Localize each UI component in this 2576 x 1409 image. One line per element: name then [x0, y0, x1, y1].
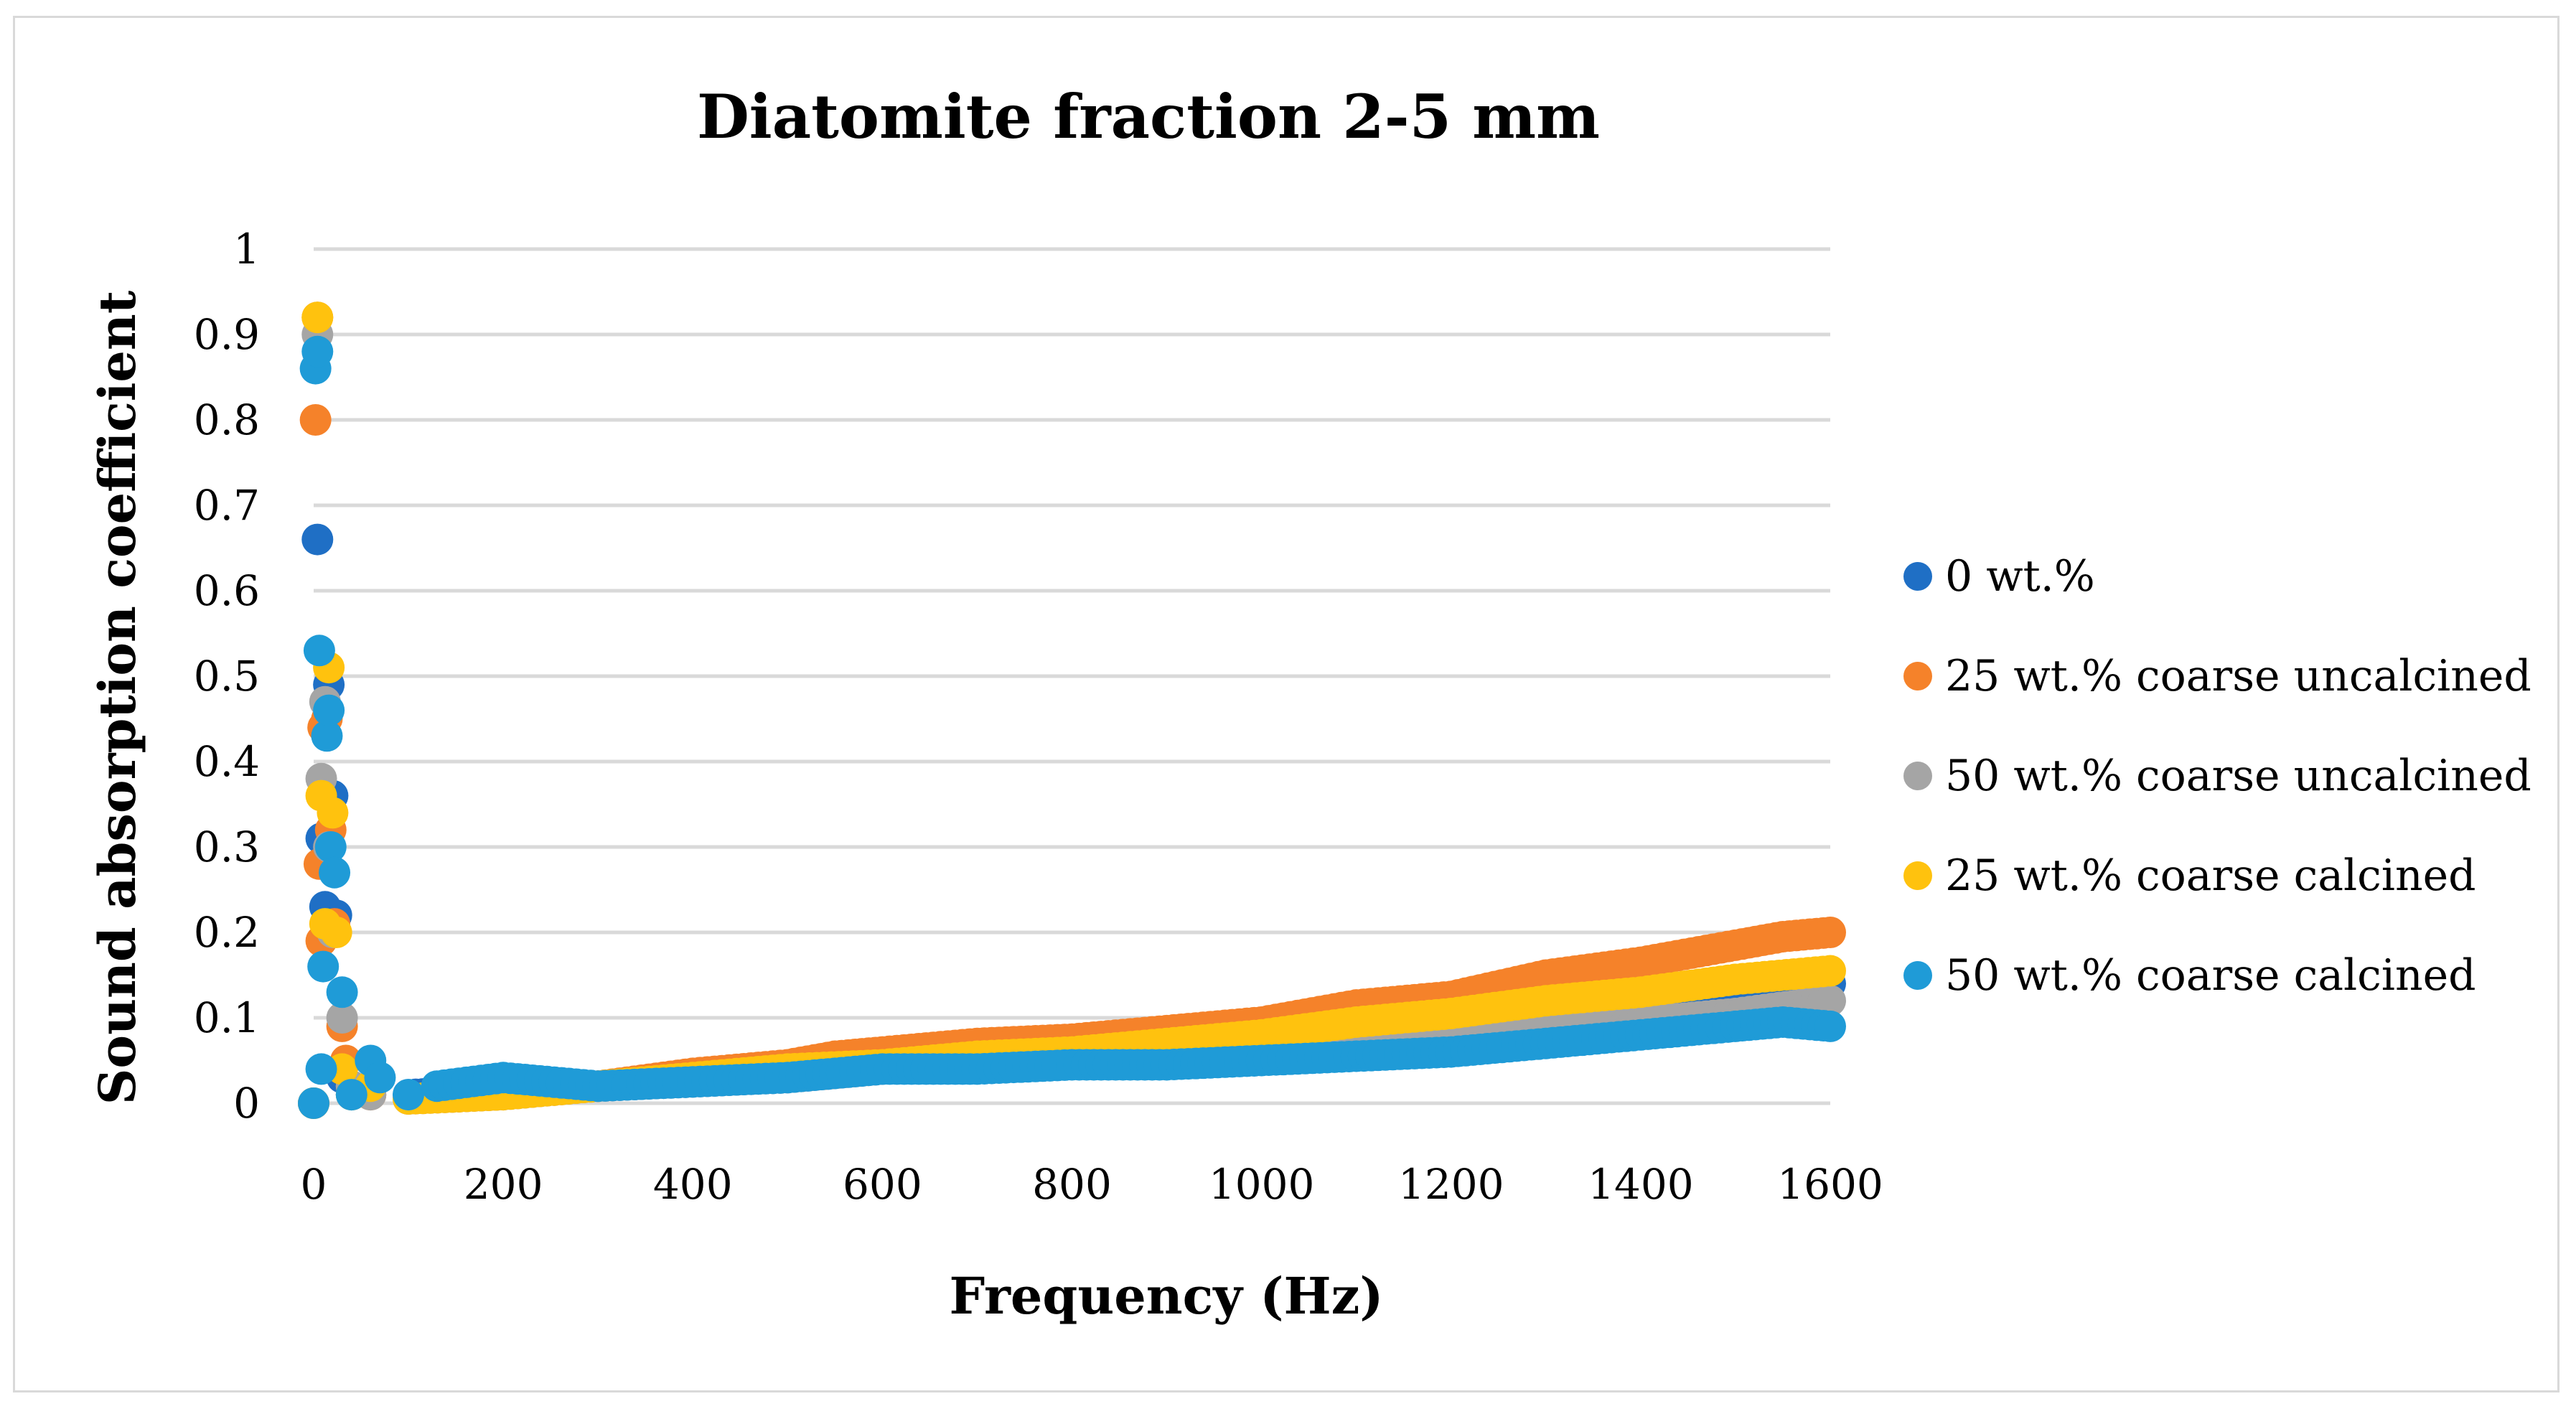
- x-axis-label: Frequency (Hz): [950, 1266, 1384, 1326]
- data-point: [364, 1062, 396, 1094]
- data-point: [335, 1079, 367, 1111]
- y-axis-ticks: 0 0.1 0.2 0.3 0.4 0.5 0.6 0.7 0.8 0.9 1: [194, 225, 260, 1128]
- y-tick-label: 0.2: [194, 908, 260, 957]
- legend-marker-icon: [1903, 762, 1932, 790]
- data-point: [1814, 1010, 1846, 1042]
- data-point: [299, 404, 332, 436]
- legend: 0 wt.% 25 wt.% coarse uncalcined 50 wt.% c…: [1903, 551, 2531, 1001]
- data-point: [1814, 917, 1846, 948]
- series-4: [298, 301, 1846, 1119]
- x-tick-label: 600: [843, 1160, 922, 1209]
- legend-label: 50 wt.% coarse calcined: [1945, 950, 2476, 1001]
- legend-label: 0 wt.%: [1945, 551, 2095, 601]
- legend-item: 50 wt.% coarse uncalcined: [1903, 751, 2531, 801]
- x-tick-label: 1600: [1777, 1160, 1883, 1209]
- y-tick-label: 0.9: [194, 310, 260, 359]
- data-point: [311, 720, 343, 752]
- legend-item: 25 wt.% coarse uncalcined: [1903, 651, 2531, 701]
- y-tick-label: 0.3: [194, 823, 260, 871]
- data-series: [298, 301, 1846, 1119]
- y-axis-label: Sound absorption coefficient: [88, 291, 147, 1105]
- data-point: [1814, 955, 1846, 987]
- data-point: [301, 335, 334, 368]
- legend-marker-icon: [1903, 961, 1932, 990]
- x-tick-label: 400: [653, 1160, 733, 1209]
- x-tick-label: 1400: [1588, 1160, 1694, 1209]
- data-point: [320, 917, 352, 948]
- data-point: [301, 523, 334, 556]
- legend-item: 50 wt.% coarse calcined: [1903, 950, 2476, 1001]
- chart-frame: [13, 16, 2559, 1392]
- data-point: [317, 797, 349, 829]
- series-5: [298, 335, 1846, 1119]
- data-point: [326, 1002, 358, 1034]
- legend-label: 50 wt.% coarse uncalcined: [1945, 751, 2531, 801]
- legend-marker-icon: [1903, 662, 1932, 691]
- legend-label: 25 wt.% coarse calcined: [1945, 851, 2476, 901]
- legend-marker-icon: [1903, 861, 1932, 890]
- y-tick-label: 0.8: [194, 395, 260, 444]
- y-tick-label: 1: [233, 225, 260, 273]
- data-point: [1814, 985, 1846, 1017]
- data-point: [301, 301, 334, 334]
- legend-item: 0 wt.%: [1903, 551, 2095, 601]
- x-tick-label: 800: [1032, 1160, 1112, 1209]
- data-point: [305, 1053, 337, 1085]
- x-tick-label: 1000: [1209, 1160, 1315, 1209]
- data-point: [313, 694, 345, 726]
- x-axis-ticks: 0 200 400 600 800 1000 1200 1400 1600: [301, 1160, 1883, 1209]
- data-point: [319, 856, 351, 889]
- y-tick-label: 0.5: [194, 652, 260, 701]
- legend-marker-icon: [1903, 562, 1932, 591]
- y-tick-label: 0.1: [194, 993, 260, 1042]
- y-tick-label: 0.6: [194, 566, 260, 615]
- data-point: [326, 976, 358, 1008]
- y-tick-label: 0.7: [194, 481, 260, 530]
- data-point: [393, 1079, 425, 1111]
- legend-label: 25 wt.% coarse uncalcined: [1945, 651, 2531, 701]
- y-tick-label: 0.4: [194, 737, 260, 786]
- legend-item: 25 wt.% coarse calcined: [1903, 851, 2476, 901]
- x-tick-label: 0: [301, 1160, 327, 1209]
- chart-title: Diatomite fraction 2-5 mm: [697, 81, 1600, 152]
- x-tick-label: 200: [464, 1160, 543, 1209]
- x-tick-label: 1200: [1398, 1160, 1504, 1209]
- data-point: [314, 831, 347, 863]
- data-point: [298, 1087, 329, 1119]
- data-point: [307, 950, 339, 983]
- y-tick-label: 0: [233, 1079, 260, 1128]
- data-point: [303, 635, 335, 667]
